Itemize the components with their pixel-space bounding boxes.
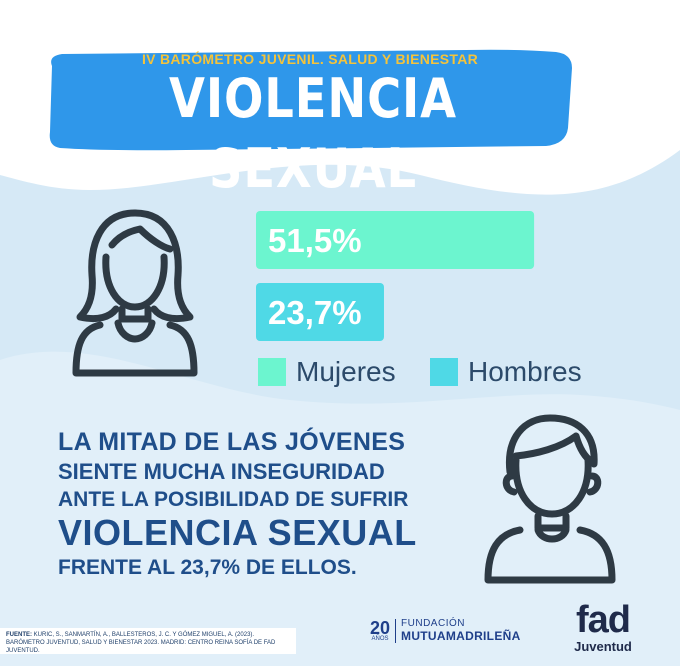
source-note: FUENTE: KURIC, S., SANMARTÍN, A., BALLES… — [0, 628, 296, 654]
legend-label-hombres: Hombres — [468, 356, 582, 387]
banner-subtitle: IV BARÓMETRO JUVENIL. SALUD Y BIENESTAR — [141, 51, 479, 67]
legend-swatch-mujeres — [258, 358, 286, 386]
source-label: FUENTE: — [6, 632, 32, 638]
fundacion-years-label: AÑOS — [371, 635, 389, 642]
fundacion-separator — [395, 618, 397, 643]
fundacion-mutua-logo: 20 AÑOS FUNDACIÓN MUTUAMADRILEÑA — [370, 618, 521, 643]
legend-item-mujeres: Mujeres — [258, 356, 396, 387]
fundacion-bottom: MUTUAMADRILEÑA — [401, 629, 521, 643]
fad-logo-sub: Juventud — [574, 639, 632, 654]
legend-label-mujeres: Mujeres — [296, 356, 396, 387]
fad-logo-word: fad — [576, 599, 631, 641]
headline: LA MITAD DE LAS JÓVENES SIENTE MUCHA INS… — [58, 426, 478, 583]
headline-line-2: SIENTE MUCHA INSEGURIDAD — [58, 459, 385, 484]
headline-line-5: FRENTE AL 23,7% DE ELLOS. — [58, 556, 357, 579]
headline-line-1: LA MITAD DE LAS JÓVENES — [58, 428, 406, 456]
legend-item-hombres: Hombres — [430, 356, 582, 387]
woman-icon — [72, 209, 198, 377]
headline-line-3: ANTE LA POSIBILIDAD DE SUFRIR — [58, 488, 409, 511]
title-banner — [49, 49, 572, 151]
source-text: KURIC, S., SANMARTÍN, A., BALLESTEROS, J… — [6, 632, 276, 654]
man-icon — [484, 414, 616, 584]
legend-swatch-hombres — [430, 358, 458, 386]
headline-line-4: VIOLENCIA SEXUAL — [58, 512, 417, 553]
fundacion-years: 20 — [370, 617, 391, 638]
banner-title: VIOLENCIA SEXUAL — [169, 67, 457, 200]
fundacion-top: FUNDACIÓN — [401, 618, 465, 629]
fad-juventud-logo: fad Juventud — [568, 600, 638, 654]
